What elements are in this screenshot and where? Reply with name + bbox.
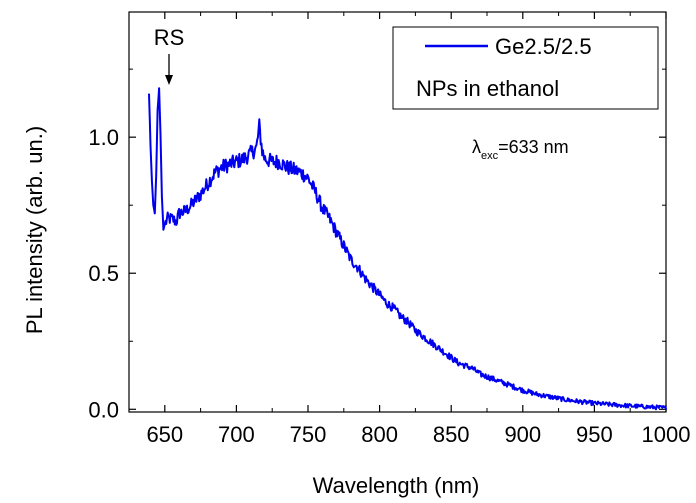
legend-box — [392, 26, 659, 110]
excitation-label: λexc=633 nm — [472, 137, 569, 162]
y-axis-title: PL intensity (arb. un.) — [22, 126, 47, 334]
x-tick-label: 650 — [146, 422, 183, 447]
x-tick-label: 1000 — [642, 422, 691, 447]
excitation-symbol: λ — [472, 137, 481, 157]
x-axis-title: Wavelength (nm) — [313, 473, 480, 498]
x-tick-label: 800 — [361, 422, 398, 447]
x-tick-label: 700 — [218, 422, 255, 447]
excitation-subscript: exc — [481, 150, 499, 162]
excitation-value: =633 nm — [498, 137, 569, 157]
y-tick-label: 0.0 — [88, 397, 119, 422]
x-tick-label: 850 — [433, 422, 470, 447]
x-tick-label: 900 — [504, 422, 541, 447]
y-tick-label: 1.0 — [88, 125, 119, 150]
plot-frame — [128, 11, 667, 413]
legend-series-label: Ge2.5/2.5 — [495, 34, 592, 59]
rs-label: RS — [154, 25, 185, 50]
x-tick-label: 950 — [576, 422, 613, 447]
rs-arrow-head — [165, 75, 173, 85]
series-layer — [148, 87, 667, 411]
legend-extra-line: NPs in ethanol — [416, 76, 559, 101]
annotation-layer: RS λexc=633 nm — [154, 25, 569, 162]
series-line — [148, 87, 667, 411]
y-tick-label: 0.5 — [88, 261, 119, 286]
legend: Ge2.5/2.5 NPs in ethanol — [392, 26, 659, 110]
x-tick-label: 750 — [290, 422, 327, 447]
axes-layer: 650 700 750 800 850 900 950 1000 0.0 0.5 1.0 — [88, 11, 691, 447]
